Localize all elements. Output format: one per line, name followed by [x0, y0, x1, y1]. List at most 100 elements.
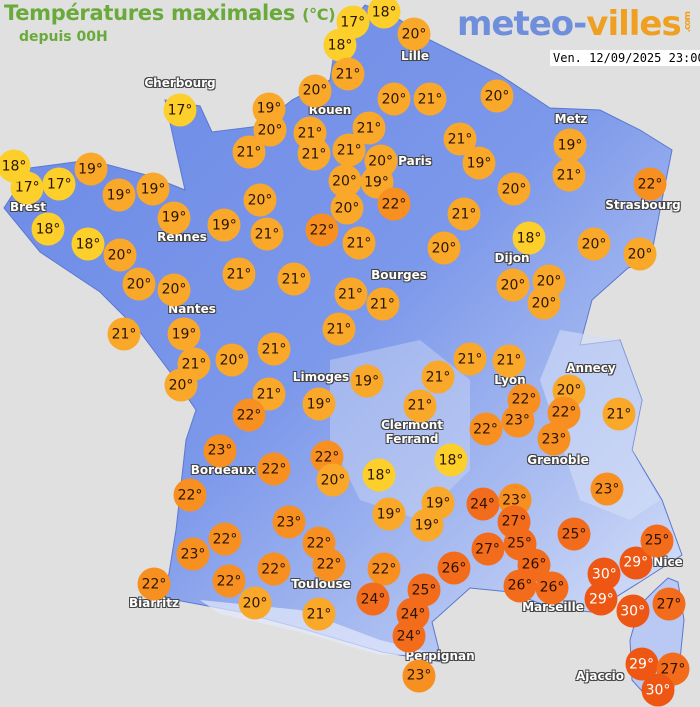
temperature-marker[interactable]: 21° [453, 342, 487, 376]
temperature-marker[interactable]: 21° [602, 397, 636, 431]
temperature-marker[interactable]: 22° [257, 452, 291, 486]
temperature-marker[interactable]: 20° [164, 368, 198, 402]
temperature-marker[interactable]: 23° [402, 659, 436, 692]
temperature-marker[interactable]: 26° [437, 551, 471, 585]
temperature-marker[interactable]: 19° [372, 497, 406, 531]
temperature-marker[interactable]: 30° [616, 594, 650, 628]
temperature-marker[interactable]: 21° [492, 344, 526, 377]
temperature-marker[interactable]: 24° [396, 597, 430, 631]
temperature-marker[interactable]: 22° [547, 396, 581, 429]
temperature-marker[interactable]: 25° [640, 524, 674, 557]
temperature-marker[interactable]: 21° [366, 287, 399, 321]
temperature-marker[interactable]: 21° [277, 262, 311, 296]
temperature-marker[interactable]: 19° [136, 172, 170, 206]
temperature-marker[interactable]: 22° [633, 167, 667, 201]
temperature-marker[interactable]: 21° [250, 217, 284, 251]
temperature-marker[interactable]: 21° [297, 137, 331, 171]
temperature-marker[interactable]: 18° [323, 28, 357, 62]
temperature-marker[interactable]: 26° [535, 571, 569, 604]
temperature-marker[interactable]: 21° [257, 332, 291, 366]
temperature-marker[interactable]: 20° [328, 164, 361, 198]
temperature-marker[interactable]: 23° [176, 537, 210, 571]
temperature-marker[interactable]: 19° [207, 208, 241, 242]
temperature-marker[interactable]: 21° [334, 277, 367, 311]
temperature-marker[interactable]: 27° [471, 532, 504, 566]
temperature-marker[interactable]: 20° [316, 463, 350, 497]
temperature-marker[interactable]: 27° [652, 587, 686, 621]
temperature-marker[interactable]: 29° [619, 546, 653, 579]
temperature-marker[interactable]: 25° [557, 517, 591, 551]
temperature-marker[interactable]: 21° [107, 317, 141, 351]
temperature-marker[interactable]: 21° [332, 133, 366, 167]
temperature-marker[interactable]: 19° [157, 201, 191, 234]
temperature-marker[interactable]: 19° [462, 146, 496, 180]
temperature-marker[interactable]: 22° [305, 213, 339, 247]
temperature-marker[interactable]: 18° [362, 458, 396, 492]
temperature-marker[interactable]: 18° [434, 443, 468, 477]
temperature-marker[interactable]: 20° [330, 191, 364, 225]
temperature-marker[interactable]: 20° [122, 267, 156, 301]
temperature-marker[interactable]: 19° [167, 317, 201, 351]
temperature-marker[interactable]: 17° [163, 93, 197, 127]
temperature-marker[interactable]: 18° [0, 149, 31, 183]
temperature-marker[interactable]: 20° [243, 183, 277, 217]
temperature-marker[interactable]: 18° [71, 227, 105, 261]
temperature-marker[interactable]: 18° [512, 221, 546, 255]
temperature-marker[interactable]: 21° [331, 57, 365, 91]
temperature-marker[interactable]: 21° [322, 312, 356, 346]
temperature-marker[interactable]: 21° [552, 158, 586, 192]
temperature-marker[interactable]: 20° [238, 586, 272, 620]
temperature-marker[interactable]: 19° [350, 364, 384, 398]
temperature-marker[interactable]: 20° [298, 74, 332, 107]
temperature-marker[interactable]: 20° [623, 237, 657, 271]
temperature-marker[interactable]: 20° [215, 343, 249, 377]
temperature-marker[interactable]: 21° [403, 389, 437, 422]
temperature-marker[interactable]: 22° [257, 552, 291, 586]
temperature-marker[interactable]: 20° [397, 17, 431, 51]
temperature-marker[interactable]: 24° [466, 487, 499, 521]
temperature-marker[interactable]: 22° [173, 478, 207, 512]
temperature-marker[interactable]: 20° [496, 268, 530, 302]
temperature-marker[interactable]: 17° [42, 167, 76, 201]
temperature-marker[interactable]: 20° [527, 286, 561, 320]
temperature-marker[interactable]: 19° [553, 128, 587, 162]
temperature-marker[interactable]: 20° [577, 227, 611, 261]
temperature-marker[interactable]: 22° [232, 398, 266, 432]
temperature-marker[interactable]: 19° [302, 387, 336, 421]
temperature-marker[interactable]: 21° [342, 226, 376, 260]
temperature-marker[interactable]: 22° [312, 548, 346, 581]
temperature-marker[interactable]: 21° [232, 135, 266, 169]
temperature-marker[interactable]: 21° [413, 82, 447, 116]
temperature-marker[interactable]: 30° [641, 673, 675, 707]
temperature-marker[interactable]: 22° [469, 412, 502, 446]
temperature-marker[interactable]: 20° [497, 172, 531, 206]
temperature-marker[interactable]: 19° [410, 508, 444, 542]
temperature-marker[interactable]: 22° [377, 187, 411, 221]
meteo-villes-logo[interactable]: meteo-villes .com [457, 4, 693, 44]
temperature-marker[interactable]: 23° [501, 404, 534, 438]
temperature-marker[interactable]: 20° [103, 238, 137, 272]
temperature-marker[interactable]: 24° [356, 582, 390, 616]
temperature-marker[interactable]: 22° [208, 522, 242, 556]
temperature-marker[interactable]: 24° [392, 619, 426, 653]
temperature-marker[interactable]: 22° [137, 567, 171, 601]
temperature-marker[interactable]: 23° [203, 434, 237, 467]
temperature-marker[interactable]: 23° [537, 422, 571, 456]
temperature-marker[interactable]: 21° [447, 197, 481, 231]
temperature-marker[interactable]: 23° [590, 472, 624, 506]
temperature-marker[interactable]: 19° [360, 165, 393, 199]
temperature-marker[interactable]: 18° [31, 212, 65, 246]
temperature-marker[interactable]: 23° [272, 505, 306, 539]
temperature-marker[interactable]: 20° [377, 82, 411, 116]
temperature-marker[interactable]: 20° [480, 79, 514, 113]
temperature-marker[interactable]: 29° [584, 582, 618, 616]
temperature-marker[interactable]: 20° [427, 231, 461, 265]
temperature-marker[interactable]: 19° [74, 152, 107, 186]
temperature-marker[interactable]: 20° [157, 273, 191, 306]
temperature-marker[interactable]: 18° [367, 0, 401, 29]
temperature-marker[interactable]: 22° [212, 564, 246, 598]
temperature-marker[interactable]: 21° [302, 597, 336, 631]
temperature-marker[interactable]: 21° [222, 257, 256, 291]
temperature-marker[interactable]: 21° [421, 360, 455, 394]
temperature-marker[interactable]: 26° [503, 569, 537, 603]
